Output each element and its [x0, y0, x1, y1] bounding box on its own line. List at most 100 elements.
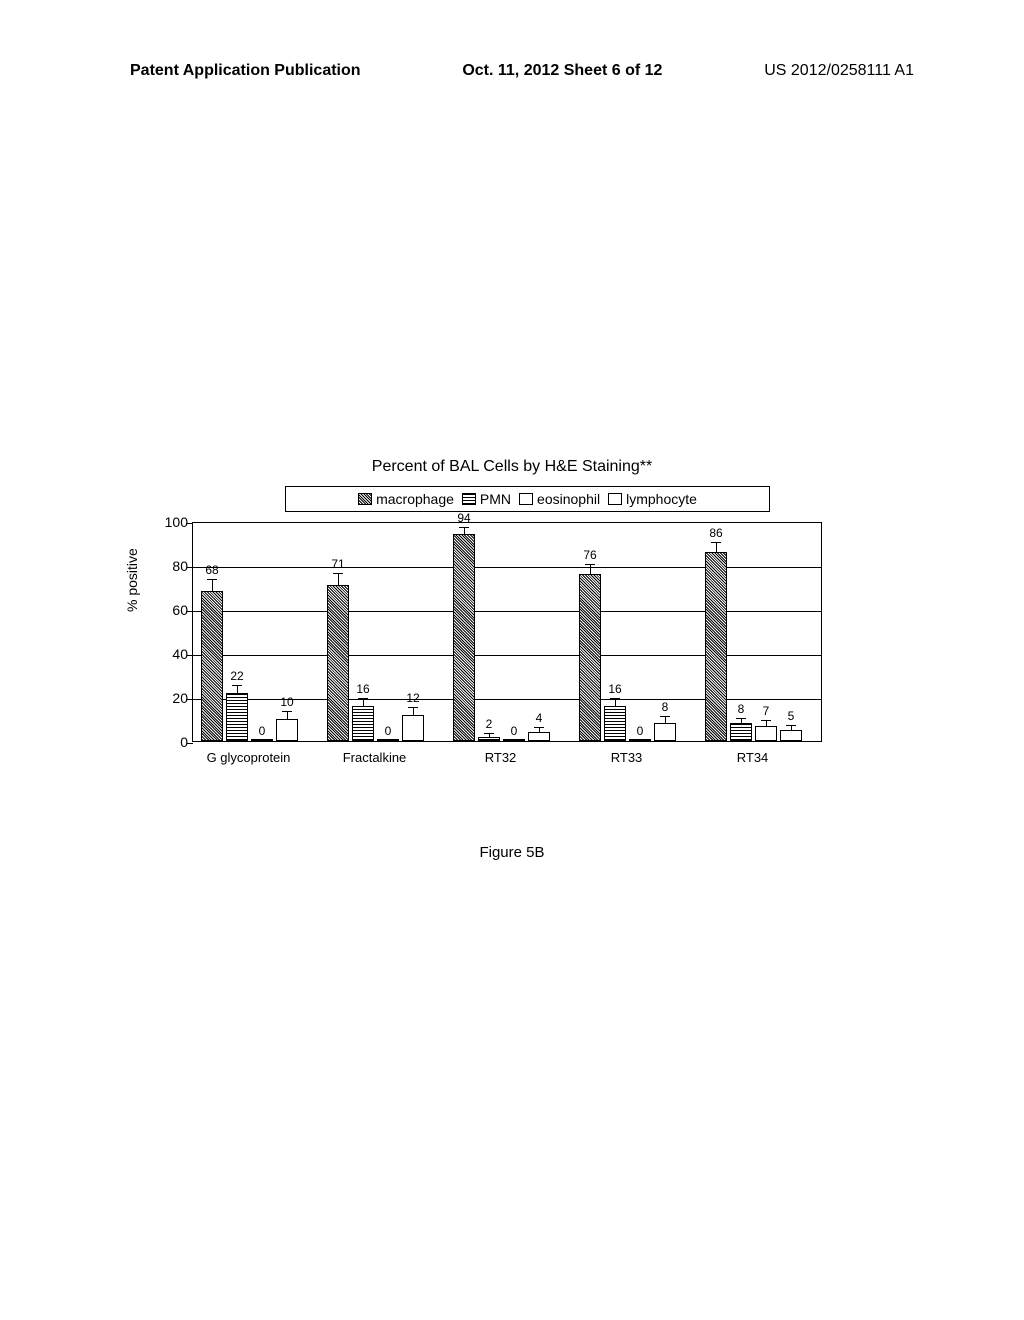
error-bar	[287, 712, 288, 719]
bar	[730, 723, 752, 741]
bar-value-label: 0	[385, 724, 392, 738]
legend-swatch-icon	[358, 493, 372, 505]
figure-caption: Figure 5B	[0, 844, 1024, 861]
error-bar	[791, 726, 792, 730]
x-axis-label: G glycoprotein	[207, 750, 291, 765]
error-bar	[716, 543, 717, 552]
y-tickmark	[187, 743, 193, 744]
bar	[276, 719, 298, 741]
error-cap	[484, 733, 494, 734]
legend-item-eosinophil: eosinophil	[519, 491, 600, 507]
bar	[755, 726, 777, 741]
header-left: Patent Application Publication	[130, 62, 361, 80]
bar-value-label: 71	[331, 557, 344, 571]
bar-value-label: 0	[511, 724, 518, 738]
chart-title: Percent of BAL Cells by H&E Staining**	[0, 458, 1024, 476]
legend-label: eosinophil	[537, 491, 600, 507]
error-cap	[736, 718, 746, 719]
header-center: Oct. 11, 2012 Sheet 6 of 12	[462, 62, 662, 80]
y-tickmark	[187, 523, 193, 524]
bar-value-label: 16	[356, 682, 369, 696]
bar	[453, 534, 475, 741]
bar-value-label: 68	[205, 563, 218, 577]
legend-label: macrophage	[376, 491, 454, 507]
bar	[579, 574, 601, 741]
error-bar	[665, 717, 666, 724]
bar-value-label: 7	[763, 704, 770, 718]
plot-area: 682201071160129420476160886875	[192, 522, 822, 742]
bar	[226, 693, 248, 741]
error-bar	[539, 728, 540, 732]
legend-swatch-icon	[519, 493, 533, 505]
error-cap	[585, 564, 595, 565]
x-axis-label: RT34	[737, 750, 769, 765]
bar-value-label: 10	[280, 695, 293, 709]
bar-value-label: 94	[457, 511, 470, 525]
error-bar	[615, 699, 616, 706]
bar	[654, 723, 676, 741]
error-bar	[590, 565, 591, 574]
error-cap	[660, 716, 670, 717]
y-tickmark	[187, 699, 193, 700]
y-axis-label: % positive	[124, 548, 140, 612]
legend-swatch-icon	[608, 493, 622, 505]
y-tick-label: 80	[172, 558, 188, 574]
error-cap	[534, 727, 544, 728]
legend-item-pmn: PMN	[462, 491, 511, 507]
legend-label: PMN	[480, 491, 511, 507]
error-cap	[232, 685, 242, 686]
bar	[478, 737, 500, 741]
header-right: US 2012/0258111 A1	[764, 62, 914, 80]
bar	[528, 732, 550, 741]
y-tick-label: 40	[172, 646, 188, 662]
bar	[402, 715, 424, 741]
error-bar	[212, 580, 213, 591]
legend-swatch-icon	[462, 493, 476, 505]
bar-value-label: 8	[738, 702, 745, 716]
bar-value-label: 0	[259, 724, 266, 738]
y-axis-ticks: 020406080100	[148, 522, 188, 742]
bar	[377, 739, 399, 741]
error-bar	[489, 734, 490, 736]
error-bar	[766, 721, 767, 725]
bar	[251, 739, 273, 741]
bar-value-label: 4	[536, 711, 543, 725]
bar	[604, 706, 626, 741]
y-tick-label: 0	[180, 734, 188, 750]
error-cap	[459, 527, 469, 528]
y-tickmark	[187, 655, 193, 656]
error-cap	[207, 579, 217, 580]
x-axis-label: RT33	[611, 750, 643, 765]
bar-value-label: 86	[709, 526, 722, 540]
error-bar	[363, 699, 364, 706]
error-bar	[338, 574, 339, 585]
y-tickmark	[187, 567, 193, 568]
bar	[629, 739, 651, 741]
bar	[201, 591, 223, 741]
bar	[780, 730, 802, 741]
bar-value-label: 5	[788, 709, 795, 723]
bar-value-label: 16	[608, 682, 621, 696]
error-bar	[464, 528, 465, 535]
page-header: Patent Application Publication Oct. 11, …	[0, 62, 1024, 80]
y-tick-label: 20	[172, 690, 188, 706]
bar-value-label: 0	[637, 724, 644, 738]
chart-area: % positive 020406080100 6822010711601294…	[130, 522, 830, 792]
error-cap	[408, 707, 418, 708]
error-bar	[741, 719, 742, 723]
y-tick-label: 60	[172, 602, 188, 618]
error-cap	[711, 542, 721, 543]
error-cap	[333, 573, 343, 574]
bar-value-label: 8	[662, 700, 669, 714]
bar	[705, 552, 727, 741]
bar-value-label: 12	[406, 691, 419, 705]
y-tick-label: 100	[165, 514, 188, 530]
error-cap	[282, 711, 292, 712]
bar-value-label: 22	[230, 669, 243, 683]
error-cap	[358, 698, 368, 699]
bar-value-label: 2	[486, 717, 493, 731]
error-cap	[786, 725, 796, 726]
bar	[503, 739, 525, 741]
legend-label: lymphocyte	[626, 491, 697, 507]
error-bar	[413, 708, 414, 715]
